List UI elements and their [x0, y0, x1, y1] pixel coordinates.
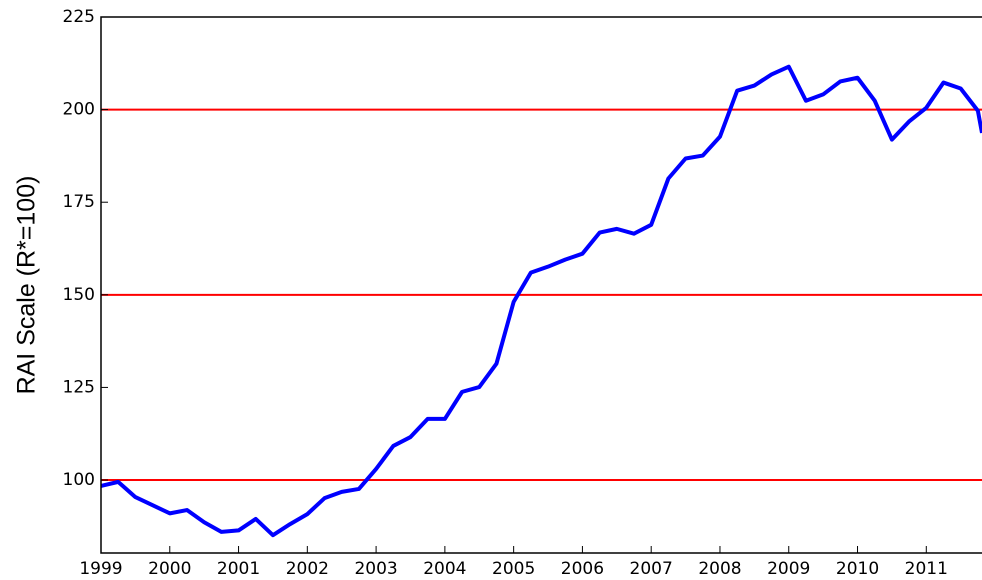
x-tick-label: 2008: [698, 559, 741, 579]
x-tick-label: 2005: [492, 559, 535, 579]
x-tick-label: 2011: [905, 559, 948, 579]
x-tick-label: 2003: [354, 559, 397, 579]
y-tick-label: 150: [63, 285, 95, 305]
y-tick-label: 225: [63, 7, 95, 27]
y-tick-label: 100: [63, 470, 95, 490]
x-tick-label: 2007: [630, 559, 673, 579]
x-tick-label: 2001: [217, 559, 260, 579]
x-tick-label: 2009: [767, 559, 810, 579]
data-line: [100, 64, 982, 538]
axes-frame: [100, 16, 982, 554]
x-tick-label: 1999: [79, 559, 122, 579]
y-tick-label: 200: [63, 100, 95, 120]
y-axis-label: RAI Scale (R*=100): [13, 176, 41, 395]
x-tick-label: 2006: [561, 559, 604, 579]
x-tick-label: 2004: [423, 559, 466, 579]
y-tick-label: 175: [63, 192, 95, 212]
x-tick-label: 2002: [286, 559, 329, 579]
x-tick-label: 2010: [836, 559, 879, 579]
x-tick-label: 2000: [148, 559, 191, 579]
y-tick-label: 125: [63, 377, 95, 397]
